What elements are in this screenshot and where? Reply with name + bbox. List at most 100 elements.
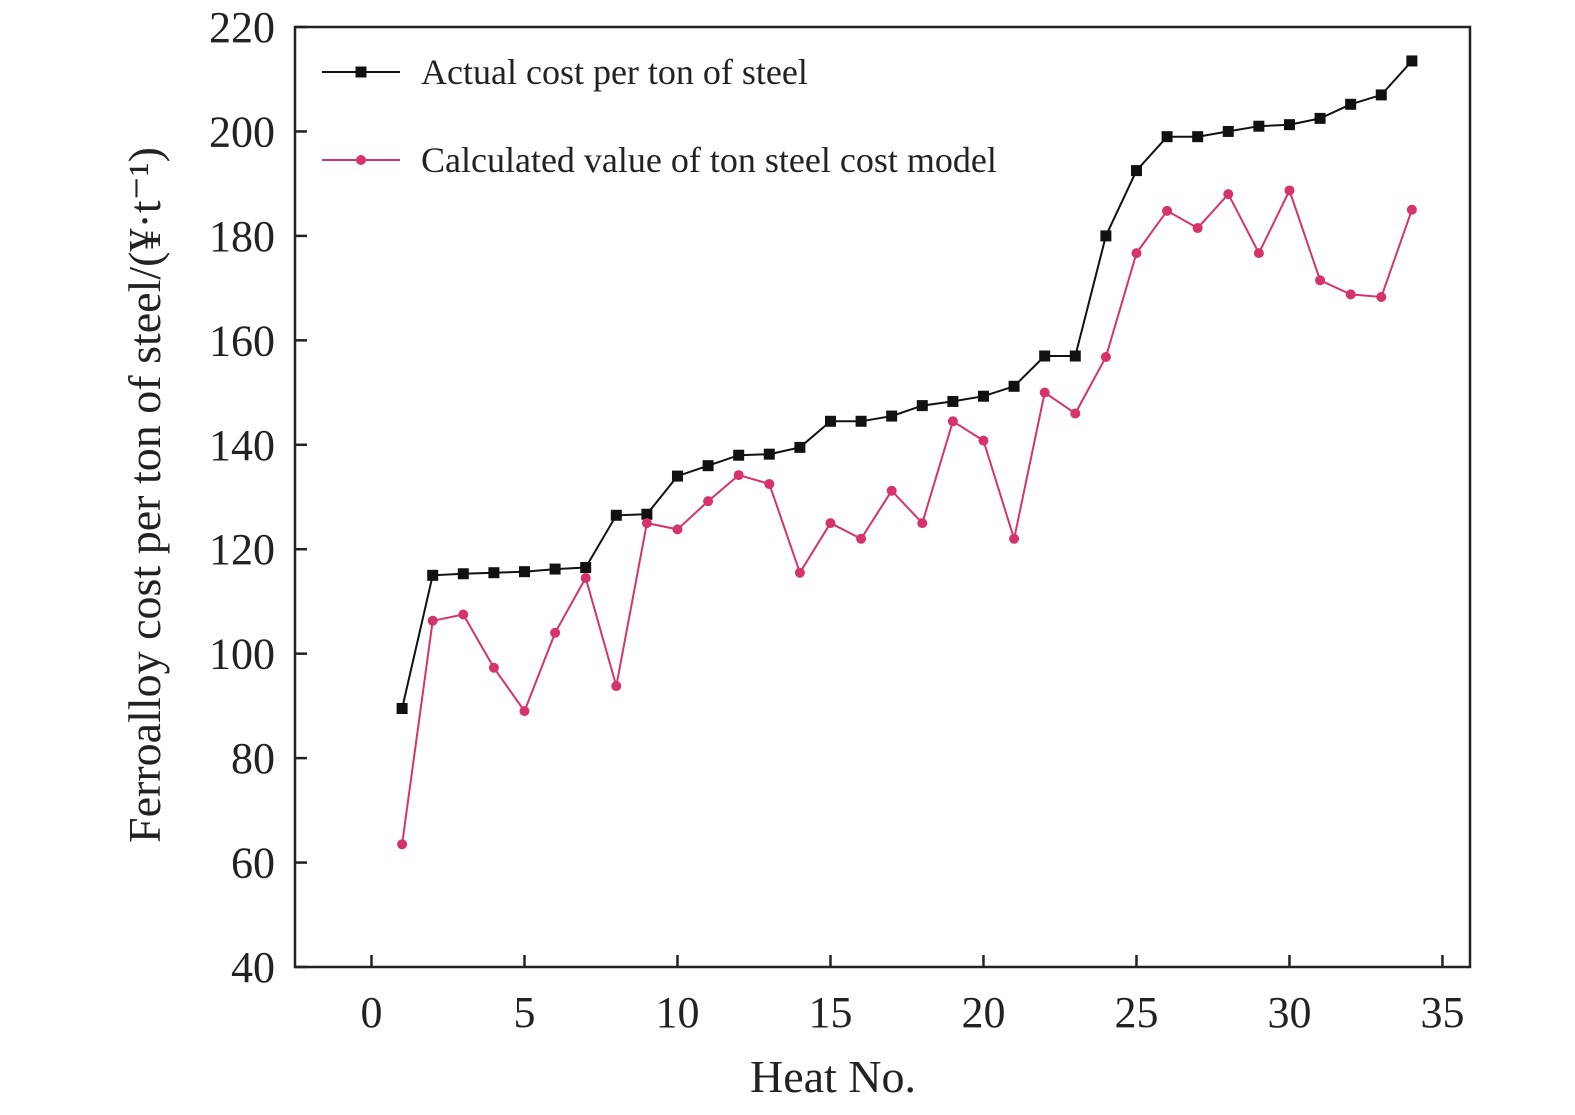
data-point bbox=[1162, 205, 1173, 216]
data-point bbox=[886, 485, 897, 496]
data-point bbox=[611, 681, 622, 692]
data-point bbox=[1376, 291, 1387, 302]
data-point bbox=[519, 706, 530, 717]
data-point bbox=[1131, 248, 1142, 259]
y-axis-label: Ferroalloy cost per ton of steel/(¥·t⁻¹) bbox=[119, 147, 170, 843]
legend-marker bbox=[356, 155, 366, 165]
series-line bbox=[401, 60, 1413, 709]
series-1 bbox=[396, 55, 1418, 714]
data-point bbox=[580, 572, 591, 583]
data-point bbox=[1253, 120, 1265, 132]
data-point bbox=[886, 410, 898, 422]
data-point bbox=[672, 524, 683, 535]
data-point bbox=[917, 518, 928, 529]
data-point bbox=[1070, 408, 1081, 419]
tick-labels: 0 5 10 15 20 25 30 35 40 60 80 100 120 140 160 180 200 22… bbox=[209, 3, 1464, 1037]
y-tick-label: 100 bbox=[209, 630, 275, 679]
data-point bbox=[764, 478, 775, 489]
legend: Actual cost per ton of steel Calculated v… bbox=[322, 52, 997, 180]
series-2 bbox=[397, 185, 1417, 850]
data-point bbox=[1161, 131, 1173, 143]
legend-entry: Calculated value of ton steel cost model bbox=[322, 140, 997, 180]
data-point bbox=[1284, 185, 1295, 196]
data-point bbox=[1192, 131, 1204, 143]
data-point bbox=[916, 400, 928, 412]
data-point bbox=[1039, 387, 1050, 398]
data-point bbox=[856, 533, 867, 544]
axis-ticks bbox=[295, 25, 1444, 969]
data-point bbox=[1315, 275, 1326, 286]
y-tick-label: 40 bbox=[231, 943, 275, 992]
data-point bbox=[549, 563, 561, 575]
data-point bbox=[794, 567, 805, 578]
data-point bbox=[397, 839, 408, 850]
data-point bbox=[733, 449, 745, 461]
series-layer bbox=[396, 55, 1418, 850]
data-point bbox=[458, 609, 469, 620]
data-point bbox=[1100, 230, 1112, 242]
data-point bbox=[1223, 189, 1234, 200]
x-tick-label: 5 bbox=[513, 988, 535, 1037]
data-point bbox=[641, 518, 652, 529]
data-point bbox=[1039, 350, 1051, 362]
data-point bbox=[703, 496, 714, 507]
data-point bbox=[977, 390, 989, 402]
plot-area bbox=[293, 25, 1472, 969]
x-tick-label: 30 bbox=[1267, 988, 1311, 1037]
data-point bbox=[794, 441, 806, 453]
x-tick-label: 25 bbox=[1114, 988, 1158, 1037]
data-point bbox=[641, 508, 653, 520]
data-point bbox=[671, 470, 683, 482]
data-point bbox=[763, 448, 775, 460]
series-line bbox=[401, 187, 1413, 845]
legend-entry: Actual cost per ton of steel bbox=[322, 52, 808, 92]
data-point bbox=[457, 568, 469, 580]
data-point bbox=[1130, 165, 1142, 177]
data-point bbox=[978, 435, 989, 446]
y-tick-label: 120 bbox=[209, 525, 275, 574]
legend-marker bbox=[355, 66, 367, 78]
data-point bbox=[488, 567, 500, 579]
y-tick-label: 220 bbox=[209, 3, 275, 52]
data-point bbox=[610, 509, 622, 521]
x-tick-label: 15 bbox=[808, 988, 852, 1037]
data-point bbox=[550, 627, 561, 638]
data-point bbox=[947, 395, 959, 407]
y-tick-label: 180 bbox=[209, 212, 275, 261]
x-tick-label: 0 bbox=[360, 988, 382, 1037]
data-point bbox=[1008, 380, 1020, 392]
data-point bbox=[1100, 352, 1111, 363]
data-point bbox=[1406, 204, 1417, 215]
y-tick-label: 60 bbox=[231, 839, 275, 888]
data-point bbox=[1283, 119, 1295, 131]
data-point bbox=[824, 415, 836, 427]
x-axis-label: Heat No. bbox=[750, 1051, 916, 1102]
legend-label: Actual cost per ton of steel bbox=[421, 52, 808, 92]
data-point bbox=[1253, 248, 1264, 259]
y-tick-label: 200 bbox=[209, 107, 275, 156]
data-point bbox=[1314, 112, 1326, 124]
data-point bbox=[1222, 125, 1234, 137]
data-point bbox=[580, 562, 592, 573]
data-point bbox=[1069, 350, 1081, 362]
legend-label: Calculated value of ton steel cost model bbox=[421, 140, 997, 180]
y-tick-label: 140 bbox=[209, 421, 275, 470]
x-tick-label: 35 bbox=[1420, 988, 1464, 1037]
data-point bbox=[1375, 89, 1387, 101]
data-point bbox=[1192, 223, 1203, 234]
data-point bbox=[702, 460, 714, 472]
data-point bbox=[855, 415, 867, 427]
y-tick-label: 80 bbox=[231, 734, 275, 783]
data-point bbox=[1345, 289, 1356, 300]
data-point bbox=[1345, 98, 1357, 110]
data-point bbox=[733, 470, 744, 481]
data-point bbox=[1009, 533, 1020, 544]
x-tick-label: 10 bbox=[655, 988, 699, 1037]
data-point bbox=[825, 518, 836, 529]
y-tick-label: 160 bbox=[209, 316, 275, 365]
data-point bbox=[427, 569, 439, 581]
data-point bbox=[1406, 55, 1418, 67]
data-point bbox=[488, 662, 499, 673]
data-point bbox=[947, 416, 958, 427]
